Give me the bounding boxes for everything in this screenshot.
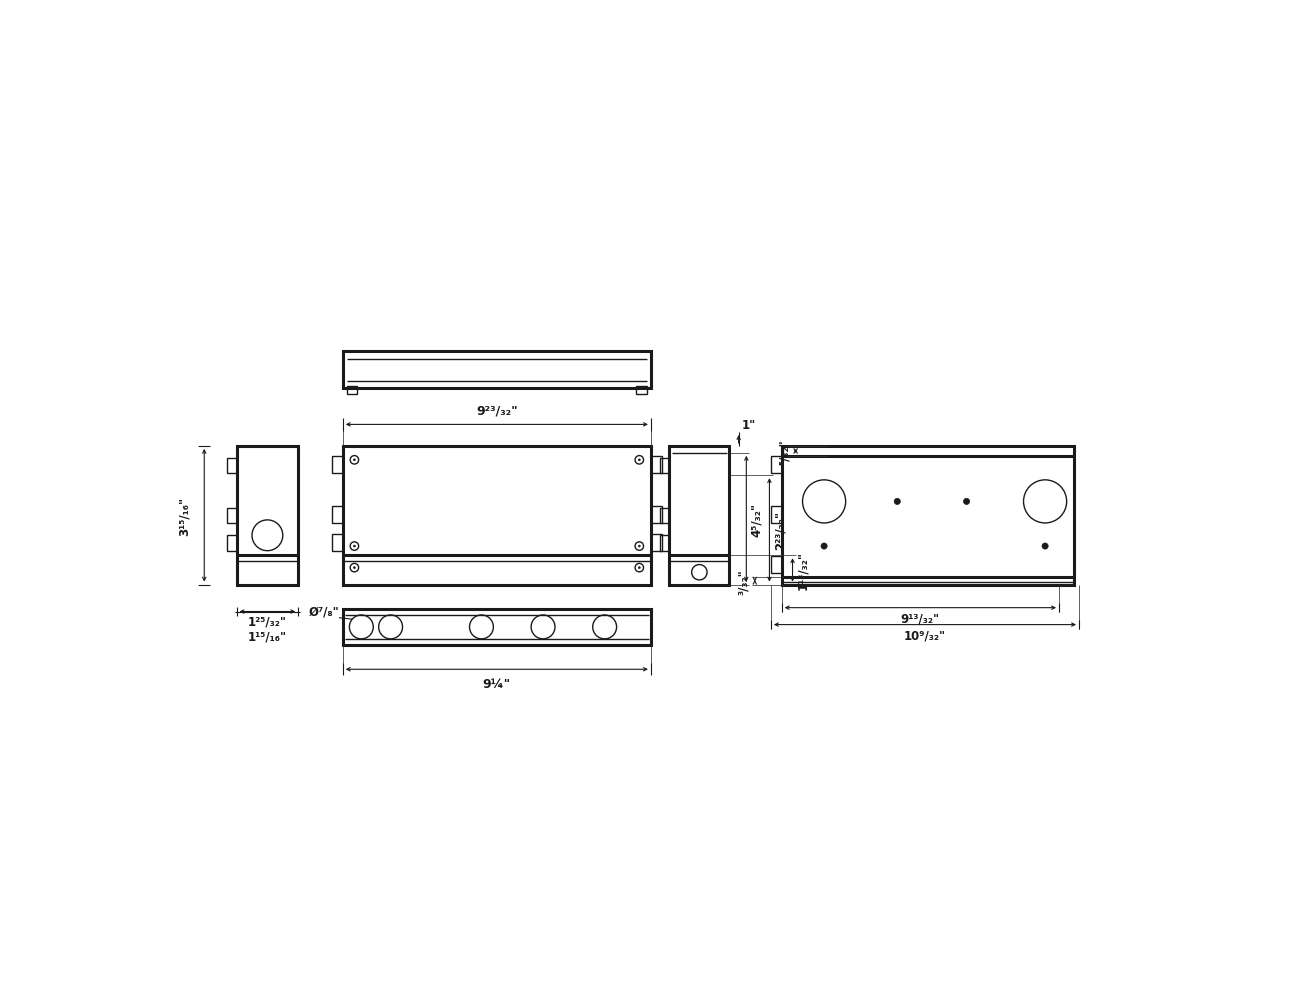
Bar — [771, 456, 781, 473]
Bar — [343, 352, 651, 389]
Bar — [237, 446, 298, 585]
Bar — [343, 610, 651, 645]
Text: 2²³/₃₂": 2²³/₃₂" — [774, 511, 786, 550]
Circle shape — [638, 567, 640, 569]
Bar — [771, 507, 781, 524]
Circle shape — [963, 498, 970, 505]
Bar — [227, 536, 237, 551]
Text: 3¹⁵/₁₆": 3¹⁵/₁₆" — [177, 496, 190, 536]
Bar — [651, 507, 662, 524]
Text: 10⁹/₃₂": 10⁹/₃₂" — [903, 629, 946, 642]
Bar — [227, 509, 237, 524]
Circle shape — [354, 459, 355, 461]
Text: 9¹³/₃₂": 9¹³/₃₂" — [901, 612, 940, 625]
Circle shape — [1043, 544, 1048, 550]
Circle shape — [822, 544, 827, 550]
Bar — [771, 557, 781, 574]
Circle shape — [354, 567, 355, 569]
Text: 1²⁵/₃₂": 1²⁵/₃₂" — [248, 615, 287, 628]
Text: 4⁵/₃₂": 4⁵/₃₂" — [750, 503, 763, 537]
Bar — [343, 446, 651, 585]
Bar — [332, 507, 343, 524]
Bar — [670, 446, 729, 585]
Bar — [347, 386, 358, 394]
Bar — [651, 535, 662, 551]
Bar — [227, 458, 237, 473]
Text: 1¹⁵/₁₆": 1¹⁵/₁₆" — [248, 630, 287, 643]
Circle shape — [638, 459, 640, 461]
Bar — [660, 458, 670, 473]
Bar — [651, 456, 662, 473]
Bar — [660, 509, 670, 524]
Text: Ø⁷/₈": Ø⁷/₈" — [308, 605, 339, 618]
Text: 1": 1" — [742, 418, 757, 431]
Text: ⁵/₃₂": ⁵/₃₂" — [777, 438, 790, 464]
Circle shape — [638, 546, 640, 548]
Text: 9²³/₃₂": 9²³/₃₂" — [476, 404, 517, 417]
Text: 9¼": 9¼" — [482, 677, 511, 690]
Bar — [660, 536, 670, 551]
Bar — [636, 386, 647, 394]
Bar — [781, 446, 1074, 585]
Bar — [332, 456, 343, 473]
Bar — [332, 535, 343, 551]
Circle shape — [354, 546, 355, 548]
Text: 1¹³/₃₂": 1¹³/₃₂" — [797, 551, 810, 590]
Text: ³/₃₂": ³/₃₂" — [737, 569, 750, 594]
Circle shape — [894, 498, 901, 505]
